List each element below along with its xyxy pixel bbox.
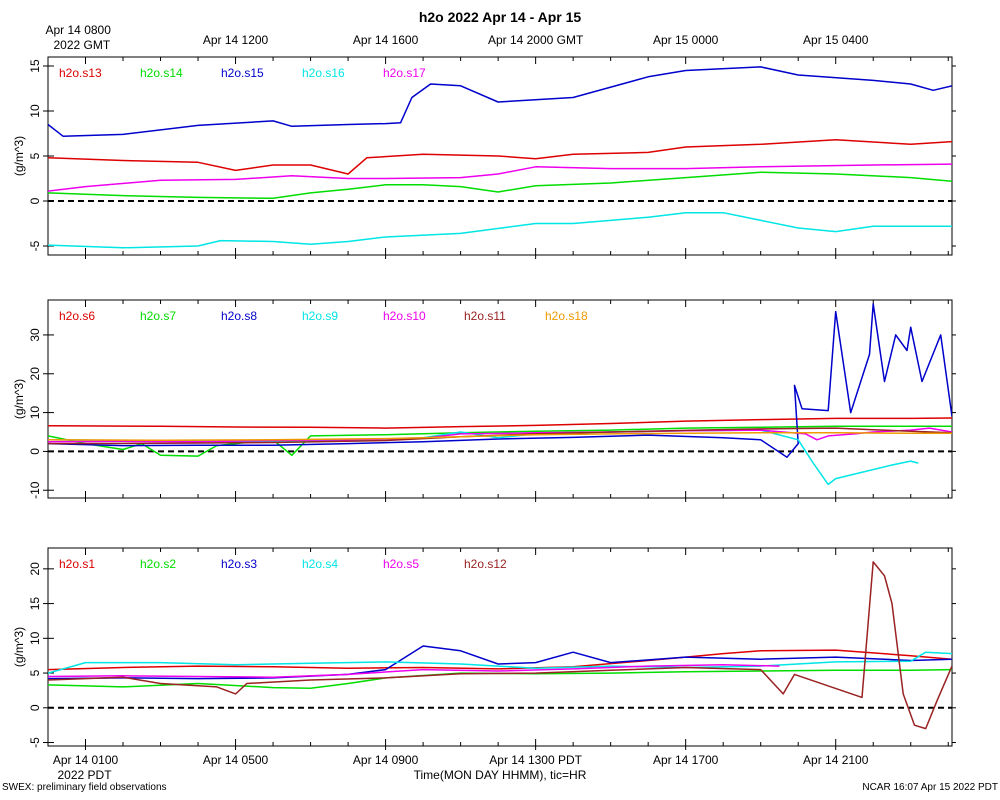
- y-tick-label: 10: [28, 104, 42, 118]
- top-axis-tick-label: Apr 15 0000: [653, 33, 719, 47]
- y-tick-label: 5: [28, 152, 42, 159]
- legend-entry: h2o.s11: [464, 309, 506, 323]
- y-tick-label: 30: [28, 328, 42, 342]
- y-axis-label: (g/m^3): [12, 627, 26, 667]
- legend-entry: h2o.s14: [140, 66, 183, 80]
- series-line-h2o-s12: [48, 561, 952, 730]
- top-axis-tick-label: Apr 14 1200: [203, 33, 269, 47]
- legend-entry: h2o.s9: [302, 309, 338, 323]
- legend-entry: h2o.s5: [383, 557, 419, 571]
- series-line-h2o-s15: [48, 66, 952, 137]
- top-axis-tick-label: Apr 14 2000 GMT: [488, 33, 584, 47]
- series-group: [48, 303, 952, 486]
- series-group: [48, 66, 952, 249]
- legend-entry: h2o.s18: [545, 309, 588, 323]
- y-tick-label: 0: [28, 448, 42, 455]
- footer-note: SWEX: preliminary field observations: [2, 782, 167, 793]
- y-axis-label: (g/m^3): [12, 136, 26, 176]
- y-tick-label: -5: [28, 737, 42, 748]
- y-tick-label: 15: [28, 59, 42, 73]
- series-line-h2o-s18: [48, 432, 952, 441]
- bottom-axis-tick-label: Apr 14 0900: [353, 753, 419, 767]
- series-line-h2o-s11: [48, 427, 952, 445]
- y-tick-label: 10: [28, 631, 42, 645]
- series-line-h2o-s7: [48, 425, 952, 457]
- legend-entry: h2o.s4: [302, 557, 338, 571]
- y-tick-label: -10: [28, 481, 42, 499]
- series-line-h2o-s16: [48, 211, 952, 249]
- top-axis-tick-label: Apr 14 1600: [353, 33, 419, 47]
- bottom-axis-tick-label: Apr 14 2100: [803, 753, 869, 767]
- panel-top: -5 0 5 10 15 (g/m^3) h2o.s13 h2o.s14 h2o.s15 h2o.…: [12, 56, 956, 259]
- panel-frame: [47, 299, 953, 499]
- y-axis-label: (g/m^3): [12, 379, 26, 419]
- legend-entry: h2o.s12: [464, 557, 507, 571]
- legend-entry: h2o.s6: [59, 309, 95, 323]
- top-axis-tick-label: Apr 14 0800: [46, 23, 112, 37]
- series-group: [48, 561, 952, 730]
- series-line-h2o-s17: [48, 163, 952, 192]
- legend-entry: h2o.s13: [59, 66, 102, 80]
- y-tick-label: 5: [28, 669, 42, 676]
- bottom-axis-tick-label: 2022 PDT: [58, 768, 113, 782]
- chart-title: h2o 2022 Apr 14 - Apr 15: [418, 9, 582, 25]
- series-line-h2o-s13: [48, 139, 952, 175]
- bottom-axis-tick-label: Apr 14 1700: [653, 753, 719, 767]
- legend-entry: h2o.s1: [59, 557, 95, 571]
- panel-bottom: -5 0 5 10 15 20 (g/m^3) h2o.s1 h2o.s2 h2o.s3 h2o.s…: [12, 547, 956, 750]
- series-line-h2o-s8: [48, 303, 952, 458]
- footer-timestamp: NCAR 16:07 Apr 15 2022 PDT: [862, 782, 998, 793]
- top-axis-tick-label: Apr 15 0400: [803, 33, 869, 47]
- legend-entry: h2o.s10: [383, 309, 426, 323]
- legend-entry: h2o.s2: [140, 557, 176, 571]
- legend-entry: h2o.s3: [221, 557, 257, 571]
- x-axis-label: Time(MON DAY HHMM), tic=HR: [413, 768, 587, 782]
- y-tick-label: -5: [28, 240, 42, 251]
- legend-entry: h2o.s8: [221, 309, 257, 323]
- bottom-axis-tick-label: Apr 14 1300 PDT: [489, 753, 582, 767]
- legend-entry: h2o.s17: [383, 66, 426, 80]
- y-tick-label: 0: [28, 197, 42, 204]
- y-tick-label: 20: [28, 367, 42, 381]
- series-line-h2o-s3: [48, 645, 952, 680]
- series-line-h2o-s5: [48, 663, 780, 678]
- top-axis-tick-label: 2022 GMT: [54, 38, 111, 52]
- panel-frame: [47, 547, 953, 747]
- legend-entry: h2o.s16: [302, 66, 345, 80]
- y-tick-label: 15: [28, 597, 42, 611]
- y-tick-label: 0: [28, 704, 42, 711]
- panel-middle: -10 0 10 20 30 (g/m^3) h2o.s6 h2o.s7 h2o.s8 h2o.s…: [12, 299, 956, 502]
- y-tick-label: 10: [28, 406, 42, 420]
- series-line-h2o-s6: [48, 417, 952, 429]
- y-tick-label: 20: [28, 562, 42, 576]
- legend-entry: h2o.s7: [140, 309, 176, 323]
- legend-entry: h2o.s15: [221, 66, 264, 80]
- bottom-axis-tick-label: Apr 14 0100: [53, 753, 119, 767]
- series-line-h2o-s14: [48, 171, 952, 200]
- series-line-h2o-s4: [48, 651, 952, 674]
- bottom-axis-tick-label: Apr 14 0500: [203, 753, 269, 767]
